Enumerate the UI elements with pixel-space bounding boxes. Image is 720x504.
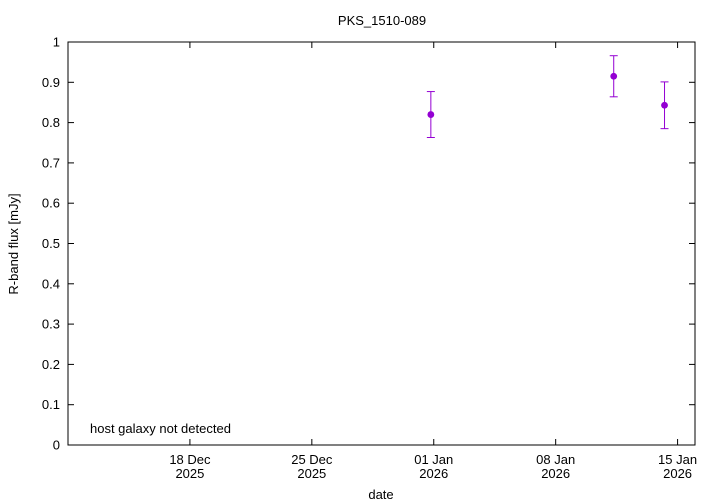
y-tick-label: 0.1 — [42, 397, 60, 412]
data-point — [610, 72, 618, 80]
x-tick-label-day: 15 Jan — [658, 452, 697, 467]
y-axis-label: R-band flux [mJy] — [6, 193, 21, 294]
y-tick-label: 0.4 — [42, 276, 60, 291]
y-axis-ticks: 0 0.1 0.2 0.3 0.4 0.5 0.6 0.7 0.8 0.9 1 — [42, 35, 695, 453]
chart-title: PKS_1510-089 — [338, 13, 426, 28]
y-tick-label: 0.6 — [42, 196, 60, 211]
x-tick-label-day: 18 Dec — [169, 452, 211, 467]
y-tick-label: 0.9 — [42, 75, 60, 90]
data-points — [426, 55, 669, 139]
y-tick-label: 1 — [53, 35, 60, 50]
x-axis-label: date — [368, 487, 393, 502]
data-point — [427, 111, 435, 118]
x-tick-label-day: 08 Jan — [536, 452, 575, 467]
x-tick-label-day: 01 Jan — [414, 452, 453, 467]
x-tick-label-year: 2025 — [297, 466, 326, 481]
y-tick-label: 0.5 — [42, 236, 60, 251]
x-tick-label-day: 25 Dec — [291, 452, 333, 467]
y-tick-label: 0.8 — [42, 115, 60, 130]
y-tick-label: 0.3 — [42, 317, 60, 332]
y-tick-label: 0.2 — [42, 357, 60, 372]
plot-frame — [67, 41, 696, 446]
x-tick-label-year: 2025 — [175, 466, 204, 481]
x-tick-label-year: 2026 — [541, 466, 570, 481]
x-tick-label-year: 2026 — [419, 466, 448, 481]
y-tick-label: 0 — [53, 438, 60, 453]
data-point — [661, 101, 668, 109]
x-tick-label-year: 2026 — [663, 466, 692, 481]
y-tick-label: 0.7 — [42, 155, 60, 170]
host-galaxy-annotation: host galaxy not detected — [90, 421, 231, 436]
